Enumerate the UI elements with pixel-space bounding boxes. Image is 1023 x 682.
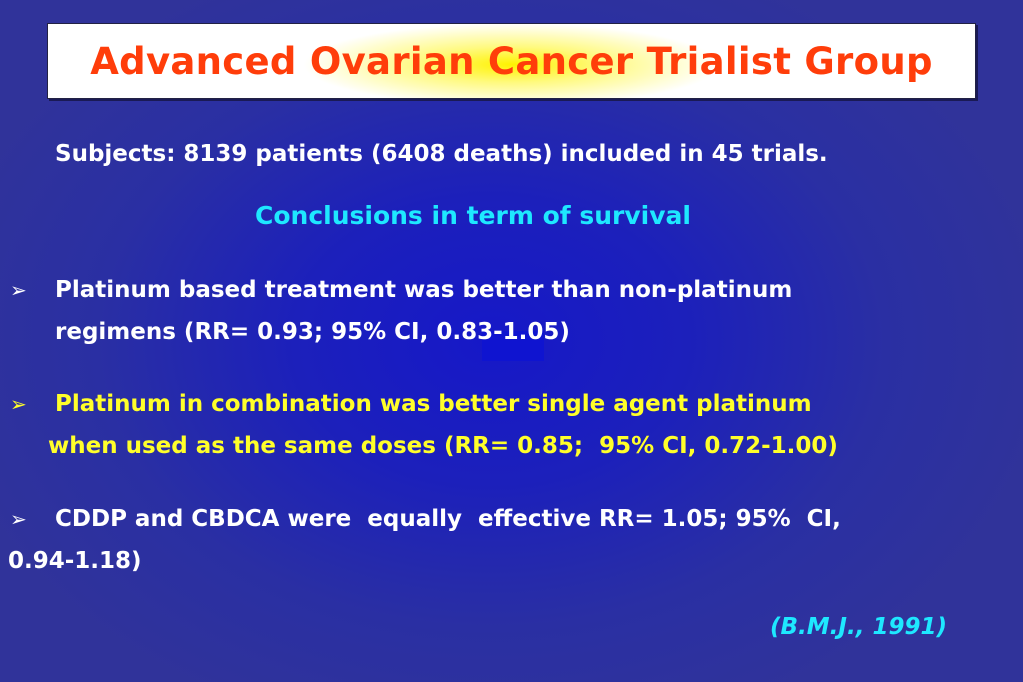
citation: (B.M.J., 1991)	[770, 614, 947, 640]
slide-title: Advanced Ovarian Cancer Trialist Group	[90, 39, 933, 83]
bullet-2-line-1: Platinum in combination was better singl…	[55, 391, 812, 417]
arrow-bullet-icon: ➢	[10, 392, 27, 416]
bullet-2-line-2: when used as the same doses (RR= 0.85; 9…	[48, 433, 838, 459]
bullet-3-line-1: CDDP and CBDCA were equally effective RR…	[55, 506, 841, 532]
subheading: Conclusions in term of survival	[255, 201, 691, 230]
bullet-3-line-2: 0.94-1.18)	[8, 548, 142, 574]
bullet-1-line-1: Platinum based treatment was better than…	[55, 277, 793, 303]
subjects-text: Subjects: 8139 patients (6408 deaths) in…	[55, 141, 828, 167]
background-artifact	[482, 331, 544, 361]
arrow-bullet-icon: ➢	[10, 278, 27, 302]
bullet-1-line-2: regimens (RR= 0.93; 95% CI, 0.83-1.05)	[55, 319, 570, 345]
title-box: Advanced Ovarian Cancer Trialist Group	[47, 23, 976, 99]
arrow-bullet-icon: ➢	[10, 507, 27, 531]
